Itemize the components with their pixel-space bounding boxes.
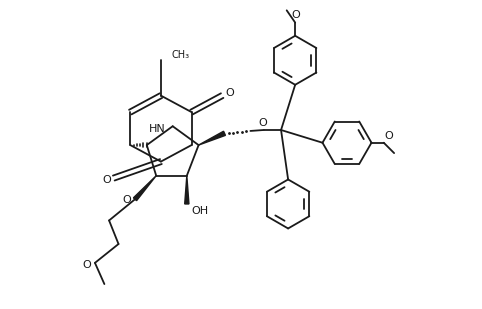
Text: OH: OH (191, 206, 209, 216)
Text: O: O (122, 195, 132, 205)
Text: O: O (292, 10, 300, 19)
Polygon shape (199, 131, 226, 145)
Text: O: O (384, 131, 393, 141)
Polygon shape (185, 176, 189, 204)
Polygon shape (134, 176, 156, 201)
Text: O: O (258, 118, 267, 129)
Text: O: O (226, 88, 235, 98)
Text: HN: HN (149, 124, 166, 133)
Text: O: O (82, 260, 91, 270)
Text: CH₃: CH₃ (171, 50, 189, 60)
Text: O: O (102, 176, 111, 185)
